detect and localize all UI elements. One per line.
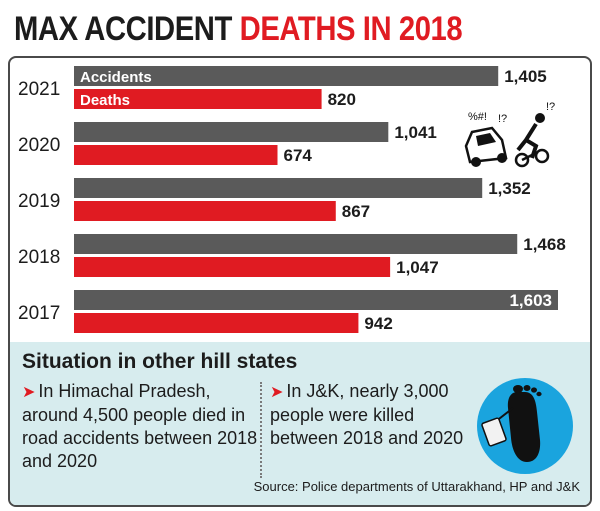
accidents-bar <box>74 234 518 254</box>
deaths-bar <box>74 89 322 109</box>
category-label: 2021 <box>18 79 60 100</box>
svg-text:!?: !? <box>498 113 507 125</box>
accidents-bar <box>74 178 483 198</box>
accidents-bar <box>74 290 558 310</box>
svg-text:%#!: %#! <box>468 111 487 123</box>
bar-chart: %#! !?!? 2021 1,405 Accidents 820 Deaths 2020 1,… <box>18 66 566 333</box>
chart-area: %#!!?!? 2021 1,405 Accidents 820 Deaths 2020 1,… <box>10 58 590 342</box>
source-note: Source: Police departments of Uttarakhan… <box>253 479 580 494</box>
deaths-bar <box>74 145 278 165</box>
himachal-note-text: In Himachal Pradesh, around 4,500 people… <box>22 381 258 471</box>
jk-note-text: In J&K, nearly 3,000 people were killed … <box>270 381 464 448</box>
deaths-bar <box>74 201 336 221</box>
arrow-icon: ➤ <box>270 384 284 401</box>
panel-divider <box>260 382 262 478</box>
accidents-bar <box>74 122 389 142</box>
value-label: 942 <box>364 314 392 333</box>
value-label: 867 <box>342 202 370 221</box>
category-label: 2018 <box>18 247 60 268</box>
hill-states-panel: Situation in other hill states ➤ In Himac… <box>10 342 590 505</box>
category-label: 2020 <box>18 135 60 156</box>
panel-title: Situation in other hill states <box>22 350 298 373</box>
title-part-dark: MAX ACCIDENT <box>14 10 240 48</box>
himachal-note: ➤ In Himachal Pradesh, around 4,500 peopl… <box>22 380 258 473</box>
deaths-bar <box>74 313 359 333</box>
value-label: 1,405 <box>504 67 547 86</box>
accidents-bar <box>74 66 499 86</box>
deaths-bar <box>74 257 391 277</box>
value-label: 1,603 <box>509 291 552 310</box>
value-label: 1,047 <box>396 258 439 277</box>
value-label: 820 <box>328 90 356 109</box>
series-label: Accidents <box>80 69 152 86</box>
chart-title: MAX ACCIDENT DEATHS IN 2018 <box>14 6 506 52</box>
value-label: 674 <box>284 146 313 165</box>
car-crash-icon: %#!!?!? <box>464 101 555 168</box>
svg-text:!?: !? <box>546 101 555 113</box>
arrow-icon: ➤ <box>22 384 36 401</box>
value-label: 1,352 <box>488 179 531 198</box>
series-label: Deaths <box>80 92 130 109</box>
jk-note: ➤ In J&K, nearly 3,000 people were killed… <box>270 380 470 450</box>
category-label: 2019 <box>18 191 60 212</box>
chart-frame: %#!!?!? 2021 1,405 Accidents 820 Deaths 2020 1,… <box>8 56 592 507</box>
title-part-red: DEATHS IN 2018 <box>239 10 463 48</box>
value-label: 1,468 <box>523 235 566 254</box>
category-label: 2017 <box>18 303 60 324</box>
toe-tag-foot-icon <box>477 378 573 474</box>
value-label: 1,041 <box>394 123 437 142</box>
